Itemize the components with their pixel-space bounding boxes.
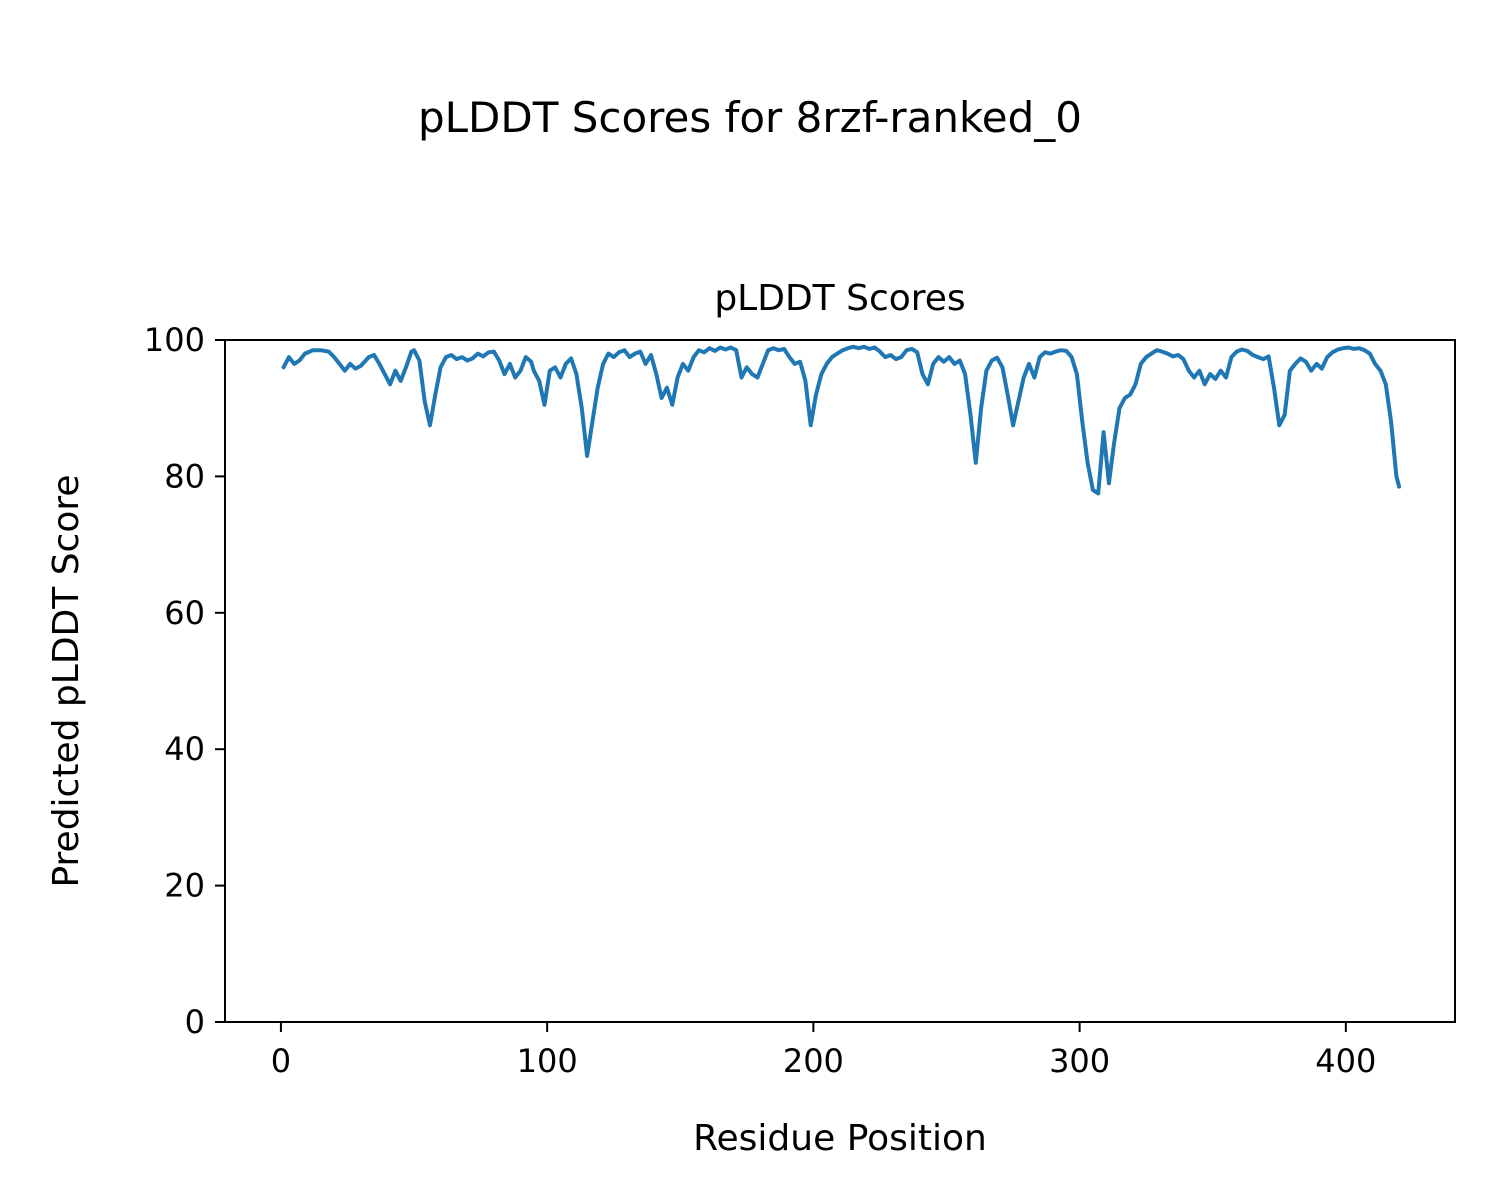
x-tick-label: 100 xyxy=(517,1042,578,1080)
figure-suptitle: pLDDT Scores for 8rzf-ranked_0 xyxy=(418,93,1082,142)
x-tick-label: 300 xyxy=(1049,1042,1110,1080)
y-tick-label: 0 xyxy=(185,1003,205,1041)
x-axis-label: Residue Position xyxy=(693,1118,987,1159)
x-tick-label: 400 xyxy=(1315,1042,1376,1080)
data-series xyxy=(281,344,1402,496)
y-tick-label: 80 xyxy=(164,457,205,495)
y-tick-label: 20 xyxy=(164,867,205,905)
y-tick-label: 100 xyxy=(144,321,205,359)
axes-title: pLDDT Scores xyxy=(714,278,965,319)
axis-ticks: 0 100 200 300 400 0 20 40 60 80 100 xyxy=(144,321,1376,1080)
plddt-line xyxy=(281,344,1402,496)
x-tick-label: 0 xyxy=(271,1042,291,1080)
y-tick-label: 40 xyxy=(164,730,205,768)
axes-frame xyxy=(224,339,1456,1023)
x-tick-label: 200 xyxy=(783,1042,844,1080)
y-axis-label: Predicted pLDDT Score xyxy=(46,474,87,887)
y-tick-label: 60 xyxy=(164,594,205,632)
